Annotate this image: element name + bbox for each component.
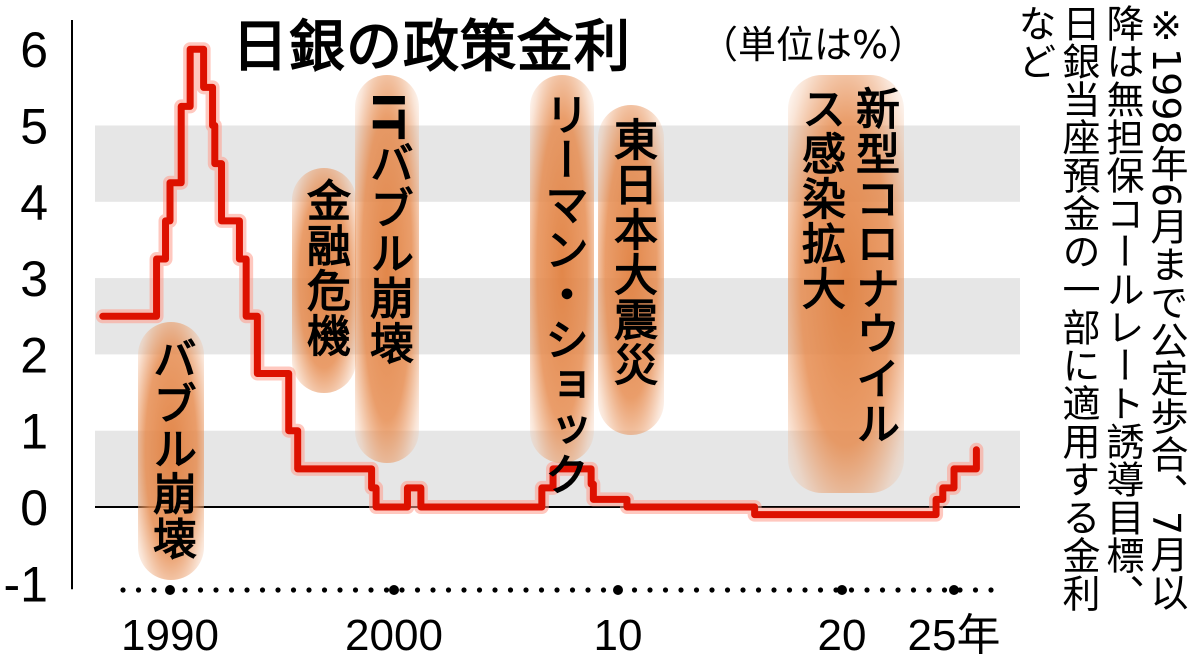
event-label-lehman: リーマン・ショック (537, 92, 588, 497)
x-axis-dot (197, 587, 204, 593)
x-axis-dot (151, 587, 157, 593)
x-axis-dot (337, 587, 343, 593)
x-tick-label: 20 (818, 611, 867, 660)
x-axis-dot (259, 587, 266, 593)
x-tick-mark (389, 585, 399, 595)
event-highlight-it-bubble (355, 75, 419, 463)
x-axis-dot (306, 587, 312, 593)
x-axis-dot (755, 587, 762, 593)
x-axis-dot (662, 587, 669, 593)
x-axis-dot (926, 587, 932, 593)
x-axis-dot (678, 587, 684, 593)
event-highlight-covid (788, 75, 904, 493)
event-label-covid: 新型コロナウイルス感染拡大 (794, 86, 899, 446)
y-tick-label: -1 (4, 556, 48, 612)
y-tick-label: 3 (20, 251, 48, 307)
x-axis-dot (445, 587, 452, 593)
x-axis-dot (941, 587, 948, 593)
x-axis-dot (740, 587, 746, 593)
x-axis-dot (724, 587, 731, 593)
footnote: ※1998年6月まで公定歩合、7月以降は無担保コールレート誘導目標、日銀当座預金… (1012, 4, 1188, 612)
x-axis-dot (631, 587, 638, 593)
x-axis-dot (538, 587, 545, 593)
x-axis-dot (600, 587, 607, 593)
x-axis-dot (399, 587, 405, 593)
x-axis-dot (693, 587, 700, 593)
x-tick-label: 2000 (345, 611, 443, 660)
event-highlight-earthquake (598, 105, 664, 435)
x-axis-dot (476, 587, 483, 593)
event-label-financial-crisis: 金融危機 (299, 178, 350, 358)
x-axis-dot (368, 587, 374, 593)
x-axis-dot (879, 587, 886, 593)
x-axis-dot (585, 587, 591, 593)
y-tick-label: 6 (20, 22, 48, 78)
x-axis-dot (492, 587, 498, 593)
event-label-it-bubble: ITバブル崩壊 (362, 92, 413, 366)
x-axis-dot (972, 587, 979, 593)
x-axis-dot (817, 587, 824, 593)
x-axis-dot (786, 587, 793, 593)
y-tick-label: 0 (20, 480, 48, 536)
event-highlight-financial-crisis (292, 168, 356, 393)
x-axis-dot (802, 587, 808, 593)
x-axis-dot (523, 587, 529, 593)
x-axis-dot (507, 587, 514, 593)
x-axis-dot (414, 587, 421, 593)
x-axis-dot (135, 587, 142, 593)
x-tick-mark (613, 585, 623, 595)
x-axis-dot (182, 587, 188, 593)
x-tick-mark (949, 585, 959, 595)
x-axis-dot (988, 587, 994, 593)
x-axis-dot (430, 587, 436, 593)
x-axis-dot (554, 587, 560, 593)
y-tick-label: 5 (20, 99, 48, 155)
x-axis-dot (383, 587, 390, 593)
chart-title: 日銀の政策金利 (232, 15, 631, 80)
x-axis-dot (771, 587, 777, 593)
x-tick-label: 25年 (908, 611, 1001, 660)
x-axis-dot (848, 587, 855, 593)
x-axis-dot (352, 587, 359, 593)
x-axis-dot (709, 587, 715, 593)
x-axis-dots (120, 585, 994, 595)
y-tick-label: 1 (20, 404, 48, 460)
x-axis-dot (895, 587, 901, 593)
event-label-earthquake: 東日本大震災 (606, 117, 657, 387)
x-axis-dot (864, 587, 870, 593)
event-label-bubble: バブル崩壊 (145, 336, 196, 561)
x-tick-mark (837, 585, 847, 595)
series-layer (95, 42, 984, 522)
x-axis-dot (569, 587, 576, 593)
x-tick-label: 1990 (121, 611, 219, 660)
x-axis-dot (228, 587, 235, 593)
x-axis-dot (213, 587, 219, 593)
x-tick-label: 10 (594, 611, 643, 660)
x-axis-dot (120, 587, 126, 593)
x-axis-dot (461, 587, 467, 593)
unit-note: （単位は%） (700, 23, 927, 67)
x-axis-dot (321, 587, 328, 593)
x-axis-dot (910, 587, 917, 593)
x-axis-dot (275, 587, 281, 593)
y-tick-label: 2 (20, 327, 48, 383)
x-axis-dot (647, 587, 653, 593)
event-highlight-lehman (530, 75, 594, 463)
y-tick-label: 4 (20, 175, 48, 231)
x-tick-mark (165, 585, 175, 595)
event-highlight-bubble (138, 322, 204, 580)
x-axis-dot (290, 587, 297, 593)
x-axis-dot (244, 587, 250, 593)
